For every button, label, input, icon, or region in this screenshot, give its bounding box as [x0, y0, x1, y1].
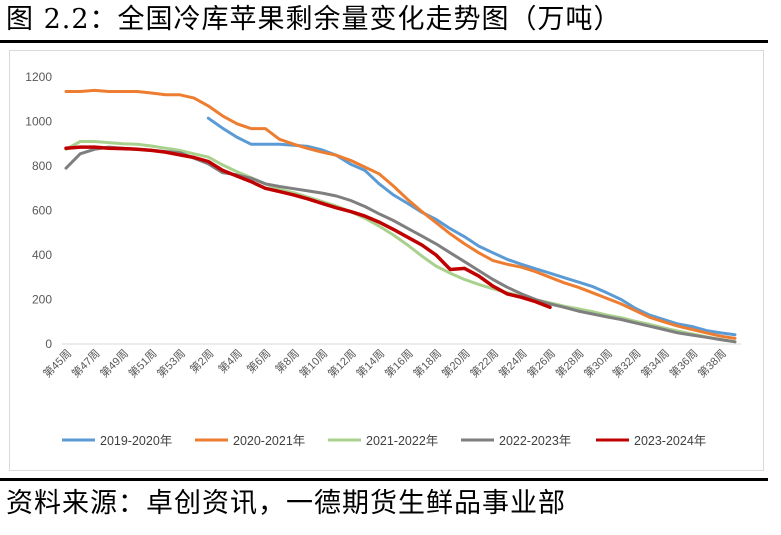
y-tick-label: 800	[32, 159, 52, 173]
figure-title: 图 2.2：全国冷库苹果剩余量变化走势图（万吨）	[6, 4, 622, 35]
y-tick-label: 1200	[25, 70, 52, 84]
legend-label: 2021-2022年	[366, 434, 438, 448]
legend-label: 2023-2024年	[634, 434, 706, 448]
y-tick-label: 400	[32, 248, 52, 262]
series-line	[64, 140, 737, 344]
legend-label: 2022-2023年	[499, 434, 571, 448]
x-tick-label: 第53周	[154, 346, 188, 380]
legend-label: 2019-2020年	[100, 434, 172, 448]
chart-svg: 0 200 400 600 800 1000 1200 第45周第47周第49周第51周第5…	[25, 70, 741, 448]
x-tick-label: 第28周	[552, 346, 586, 380]
x-tick-label: 第26周	[524, 346, 558, 380]
x-tick-label: 第32周	[609, 346, 643, 380]
series-line	[64, 145, 552, 310]
x-tick-label: 第30周	[581, 346, 615, 380]
x-tick-label: 第20周	[439, 346, 473, 380]
x-tick-label: 第24周	[495, 346, 529, 380]
x-tick-label: 第6周	[244, 346, 274, 376]
series-line	[64, 88, 737, 340]
y-axis: 0 200 400 600 800 1000 1200	[25, 70, 52, 351]
y-tick-label: 0	[45, 337, 52, 351]
x-tick-label: 第45周	[40, 346, 74, 380]
x-tick-label: 第22周	[467, 346, 501, 380]
series-lines	[64, 88, 737, 344]
x-tick-label: 第36周	[666, 346, 700, 380]
x-tick-label: 第34周	[638, 346, 672, 380]
source-rule	[0, 478, 768, 481]
y-tick-label: 1000	[25, 115, 52, 129]
title-rule	[0, 40, 768, 43]
x-tick-label: 第49周	[97, 346, 131, 380]
x-tick-label: 第2周	[187, 346, 217, 376]
y-tick-label: 600	[32, 204, 52, 218]
x-tick-label: 第12周	[325, 346, 359, 380]
y-tick-label: 200	[32, 293, 52, 307]
series-line	[64, 145, 737, 344]
x-tick-label: 第18周	[410, 346, 444, 380]
x-tick-label: 第10周	[296, 346, 330, 380]
x-tick-label: 第51周	[125, 346, 159, 380]
chart-frame: 0 200 400 600 800 1000 1200 第45周 第47周 第49周 第51周 第5…	[9, 50, 764, 471]
x-tick-label: 第14周	[353, 346, 387, 380]
x-tick-label: 第47周	[68, 346, 102, 380]
x-tick-label: 第16周	[382, 346, 416, 380]
source-note: 资料来源：卓创资讯，一德期货生鲜品事业部	[6, 488, 566, 519]
x-tick-label: 第4周	[215, 346, 245, 376]
series-line	[206, 116, 737, 337]
legend-label: 2020-2021年	[233, 434, 305, 448]
x-tick-label: 第38周	[695, 346, 729, 380]
legend: 2019-2020年 2020-2021年 2021-2022年 2022-2023年…	[62, 434, 706, 448]
